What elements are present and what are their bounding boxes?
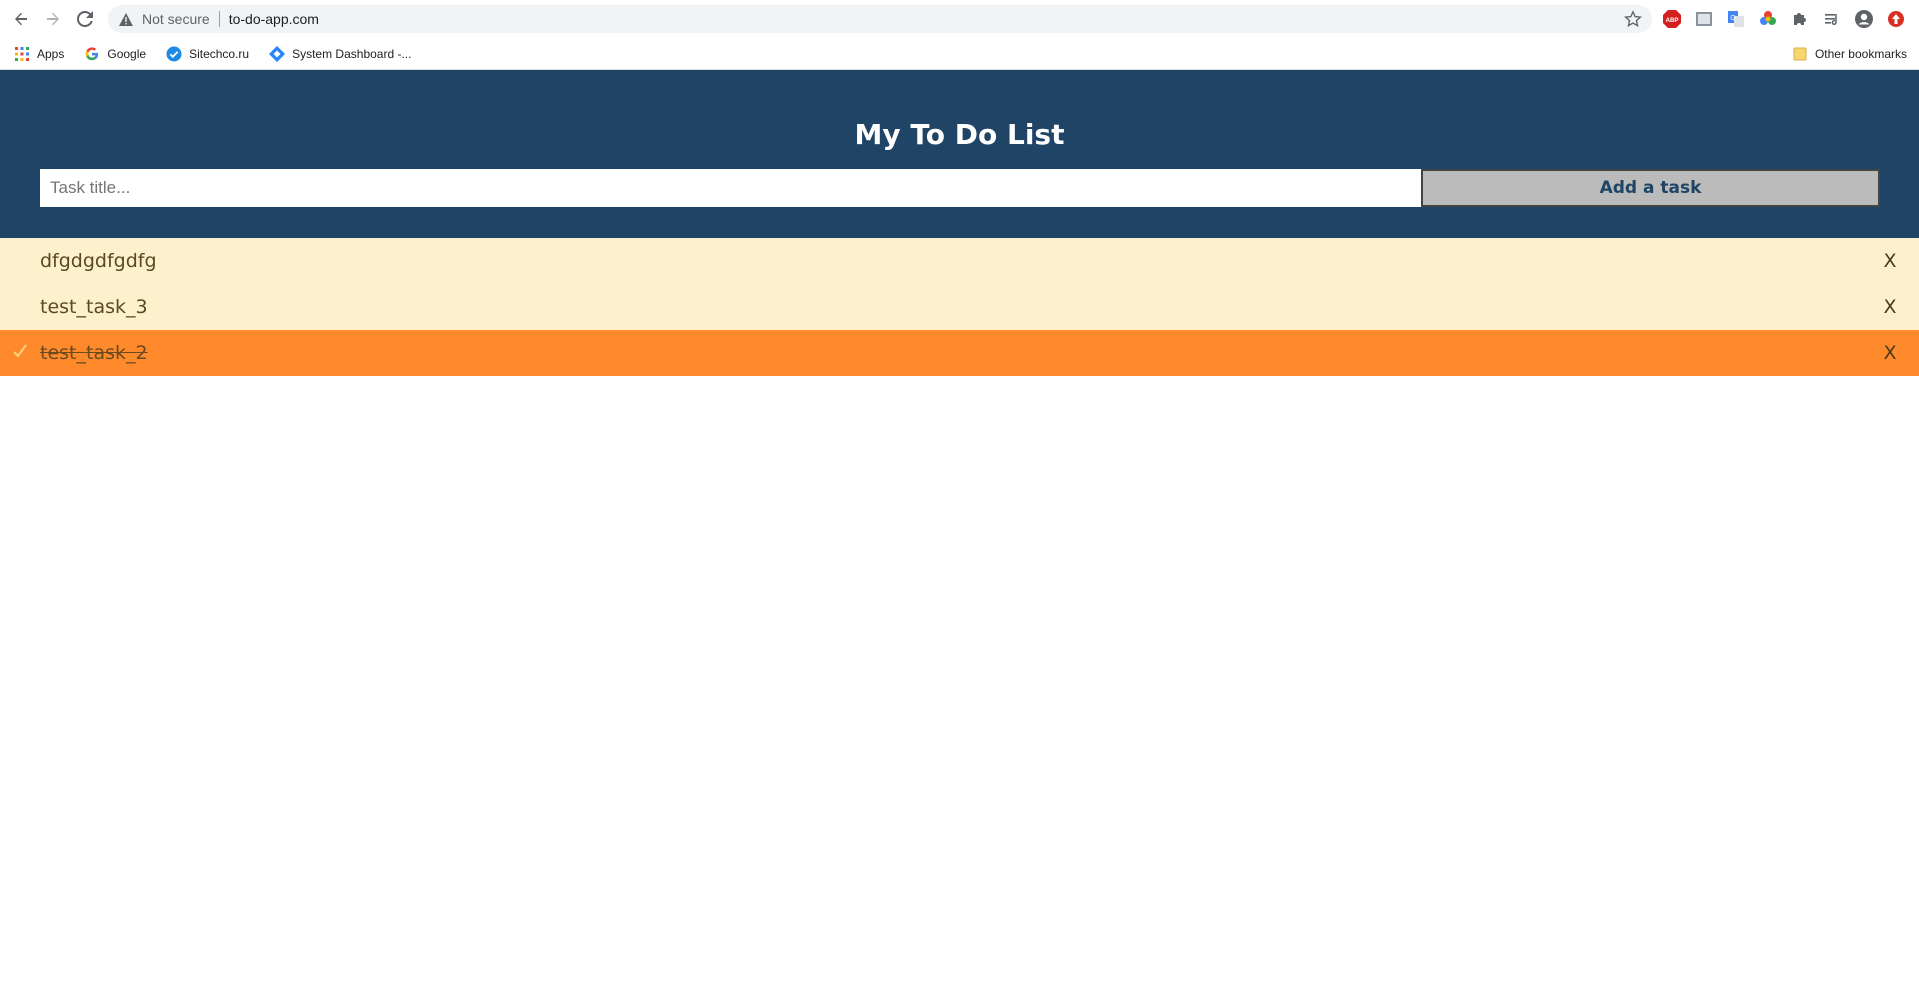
task-item[interactable]: test_task_3 X (0, 284, 1919, 330)
bookmark-label: Sitechco.ru (189, 46, 250, 61)
puzzle-extensions-icon[interactable] (1788, 7, 1812, 31)
svg-text:G: G (1730, 15, 1735, 22)
forward-arrow-icon[interactable] (37, 3, 69, 35)
back-arrow-icon[interactable] (5, 3, 37, 35)
adblock-extension-icon[interactable]: ABP (1660, 7, 1684, 31)
add-task-button[interactable]: Add a task (1421, 169, 1880, 207)
task-item-completed[interactable]: test_task_2 X (0, 330, 1919, 376)
not-secure-label: Not secure (142, 11, 210, 27)
address-bar[interactable]: Not secure to-do-app.com (108, 5, 1652, 33)
translate-extension-icon[interactable]: G (1724, 7, 1748, 31)
bookmark-label: Google (107, 46, 147, 61)
other-bookmarks[interactable]: Other bookmarks (1792, 46, 1907, 62)
task-title: test_task_3 (40, 296, 148, 318)
bookmark-apps[interactable]: Apps (14, 46, 64, 62)
svg-text:ABP: ABP (1666, 18, 1679, 24)
apps-grid-icon (14, 46, 30, 62)
bookmark-google[interactable]: Google (84, 46, 146, 62)
reading-list-icon[interactable] (1820, 7, 1844, 31)
task-title: dfgdgdfgdfg (40, 250, 157, 272)
jira-icon (269, 45, 286, 62)
google-icon (84, 46, 100, 62)
url-text[interactable]: to-do-app.com (228, 11, 319, 27)
extensions-area: ABP G (1660, 7, 1908, 31)
other-bookmarks-label: Other bookmarks (1814, 46, 1907, 61)
profile-avatar-icon[interactable] (1852, 7, 1876, 31)
task-title: test_task_2 (40, 342, 148, 364)
bookmark-system-dashboard[interactable]: System Dashboard -... (269, 45, 412, 62)
folder-icon (1792, 46, 1808, 62)
check-badge-icon (166, 46, 182, 62)
page-title: My To Do List (854, 118, 1065, 151)
warning-triangle-icon (118, 11, 134, 27)
delete-task-button[interactable]: X (1883, 296, 1897, 318)
bookmark-star-icon[interactable] (1624, 10, 1642, 28)
bookmark-label: System Dashboard -... (292, 46, 412, 61)
task-item[interactable]: dfgdgdfgdfg X (0, 238, 1919, 284)
bookmark-label: Apps (37, 46, 65, 61)
delete-task-button[interactable]: X (1883, 342, 1897, 364)
task-list: dfgdgdfgdfg X test_task_3 X test_task_2 … (0, 238, 1919, 376)
screenshot-extension-icon[interactable] (1692, 7, 1716, 31)
app-header: My To Do List Add a task (0, 70, 1919, 238)
bookmarks-bar: Apps Google Sitechco.ru System Dashboard… (0, 38, 1919, 70)
update-menu-icon[interactable] (1884, 7, 1908, 31)
bookmark-sitechco[interactable]: Sitechco.ru (166, 46, 249, 62)
reload-icon[interactable] (69, 3, 101, 35)
browser-toolbar: Not secure to-do-app.com ABP G (0, 0, 1919, 38)
task-title-input[interactable] (40, 169, 1421, 207)
delete-task-button[interactable]: X (1883, 250, 1897, 272)
checkmark-icon (12, 341, 28, 361)
omnibox-separator (218, 11, 220, 27)
color-wheel-extension-icon[interactable] (1756, 7, 1780, 31)
